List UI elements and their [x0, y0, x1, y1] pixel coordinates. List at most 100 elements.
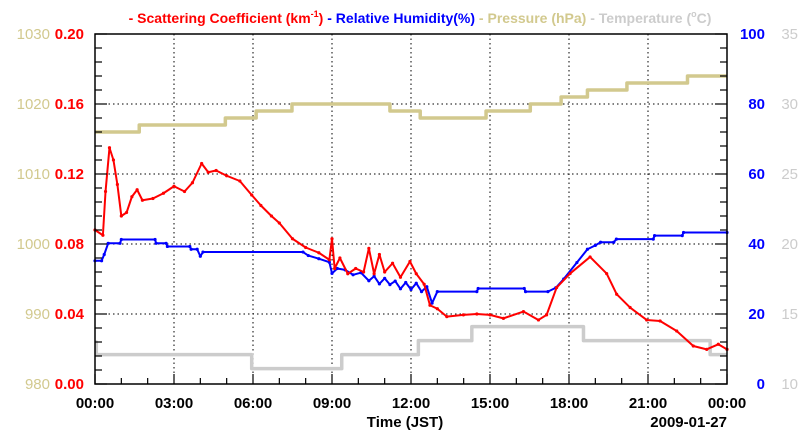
data-point-humidity	[404, 280, 408, 285]
data-point-humidity	[119, 237, 123, 242]
data-point-scattering	[206, 170, 210, 174]
data-point-scattering	[290, 237, 295, 241]
data-point-scattering	[372, 272, 376, 276]
data-point-humidity	[475, 290, 479, 294]
chart-legend-title: - Scattering Coefficient (km-1) - Relati…	[129, 9, 712, 26]
data-point-scattering	[445, 315, 449, 319]
series-line-pressure	[95, 74, 727, 134]
data-point-scattering	[250, 193, 254, 197]
data-point-scattering	[521, 309, 526, 314]
axis-labels: 98099010001010102010300.000.040.080.120.…	[17, 26, 798, 412]
data-point-scattering	[628, 305, 632, 310]
data-point-scattering	[390, 261, 395, 265]
data-point-scattering	[333, 266, 337, 271]
scattering-axis-tick-label: 0.20	[55, 26, 84, 43]
data-point-humidity	[419, 290, 424, 294]
x-tick-label: 18:00	[550, 395, 588, 412]
data-point-scattering	[461, 313, 466, 317]
data-point-scattering	[362, 270, 366, 274]
x-tick-label: 09:00	[313, 395, 351, 412]
data-point-scattering	[691, 344, 695, 348]
humidity-axis-tick-label: 0	[757, 376, 765, 393]
humidity-axis-tick-label: 80	[748, 96, 765, 113]
data-point-scattering	[615, 292, 619, 296]
data-point-humidity	[546, 290, 550, 294]
data-point-scattering	[501, 316, 506, 320]
data-point-humidity	[575, 260, 579, 265]
legend-superscript: -1	[311, 9, 319, 19]
data-point-humidity	[652, 234, 657, 238]
data-point-scattering	[488, 313, 492, 317]
data-point-scattering	[536, 318, 541, 322]
data-point-scattering	[422, 282, 426, 286]
data-point-scattering	[330, 237, 334, 241]
data-point-humidity	[383, 276, 387, 280]
scattering-axis-tick-label: 0.00	[55, 376, 84, 393]
legend-item-close: C)	[697, 10, 712, 26]
data-point-humidity	[393, 279, 397, 283]
data-point-scattering	[383, 270, 387, 274]
data-point-humidity	[681, 230, 686, 235]
data-point-scattering	[115, 182, 119, 187]
humidity-axis-tick-label: 20	[748, 306, 765, 323]
humidity-axis-tick-label: 100	[740, 26, 765, 43]
data-point-humidity	[409, 287, 413, 292]
data-point-humidity	[154, 241, 158, 245]
data-point-scattering	[428, 303, 432, 307]
data-point-humidity	[306, 253, 310, 258]
data-point-scattering	[354, 266, 358, 271]
axis-ticks	[94, 33, 728, 385]
temperature-axis-tick-label: 15	[781, 306, 798, 323]
data-point-scattering	[367, 246, 371, 250]
series-line-temperature	[94, 324, 727, 371]
data-point-scattering	[588, 255, 592, 259]
data-point-scattering	[161, 191, 166, 195]
data-point-humidity	[153, 237, 157, 242]
grid	[95, 34, 727, 384]
data-point-scattering	[658, 319, 662, 323]
legend-dash: -	[475, 10, 487, 26]
data-point-humidity	[165, 244, 170, 249]
data-point-humidity	[317, 257, 321, 261]
temperature-axis-tick-label: 25	[781, 166, 798, 183]
data-point-scattering	[140, 198, 144, 202]
pressure-axis-tick-label: 990	[25, 306, 50, 323]
data-point-scattering	[304, 245, 308, 250]
data-point-humidity	[414, 281, 418, 285]
scattering-axis-tick-label: 0.16	[55, 96, 84, 113]
legend-dash: -	[323, 10, 335, 26]
legend-item-label: Scattering Coefficient (km	[137, 10, 310, 26]
pressure-axis-tick-label: 1000	[17, 236, 50, 253]
scattering-axis-tick-label: 0.08	[55, 236, 84, 253]
data-point-scattering	[346, 272, 350, 276]
data-point-humidity	[599, 240, 603, 244]
data-point-humidity	[189, 247, 193, 251]
temperature-axis-tick-label: 35	[781, 26, 798, 43]
pressure-axis-tick-label: 980	[25, 376, 50, 393]
x-tick-label: 21:00	[629, 395, 667, 412]
legend-superscript: o	[691, 9, 697, 19]
series-line-humidity	[95, 231, 727, 305]
data-point-scattering	[568, 271, 572, 276]
data-point-scattering	[338, 256, 342, 260]
humidity-axis-tick-label: 40	[748, 236, 765, 253]
pressure-axis-tick-label: 1020	[17, 96, 50, 113]
data-point-scattering	[135, 188, 139, 192]
data-point-scattering	[414, 272, 418, 276]
data-point-humidity	[593, 243, 597, 247]
data-point-humidity	[330, 271, 334, 275]
data-point-scattering	[119, 214, 123, 218]
data-point-scattering	[200, 161, 204, 166]
data-point-humidity	[102, 252, 106, 257]
data-point-humidity	[377, 282, 381, 286]
data-point-scattering	[716, 342, 720, 346]
data-point-humidity	[201, 250, 205, 254]
data-point-scattering	[182, 189, 187, 194]
x-tick-label: 15:00	[471, 395, 509, 412]
x-tick-label: 03:00	[155, 395, 193, 412]
data-point-humidity	[388, 283, 392, 287]
data-point-scattering	[269, 214, 274, 218]
series-group	[93, 74, 729, 371]
data-point-scattering	[705, 347, 709, 351]
